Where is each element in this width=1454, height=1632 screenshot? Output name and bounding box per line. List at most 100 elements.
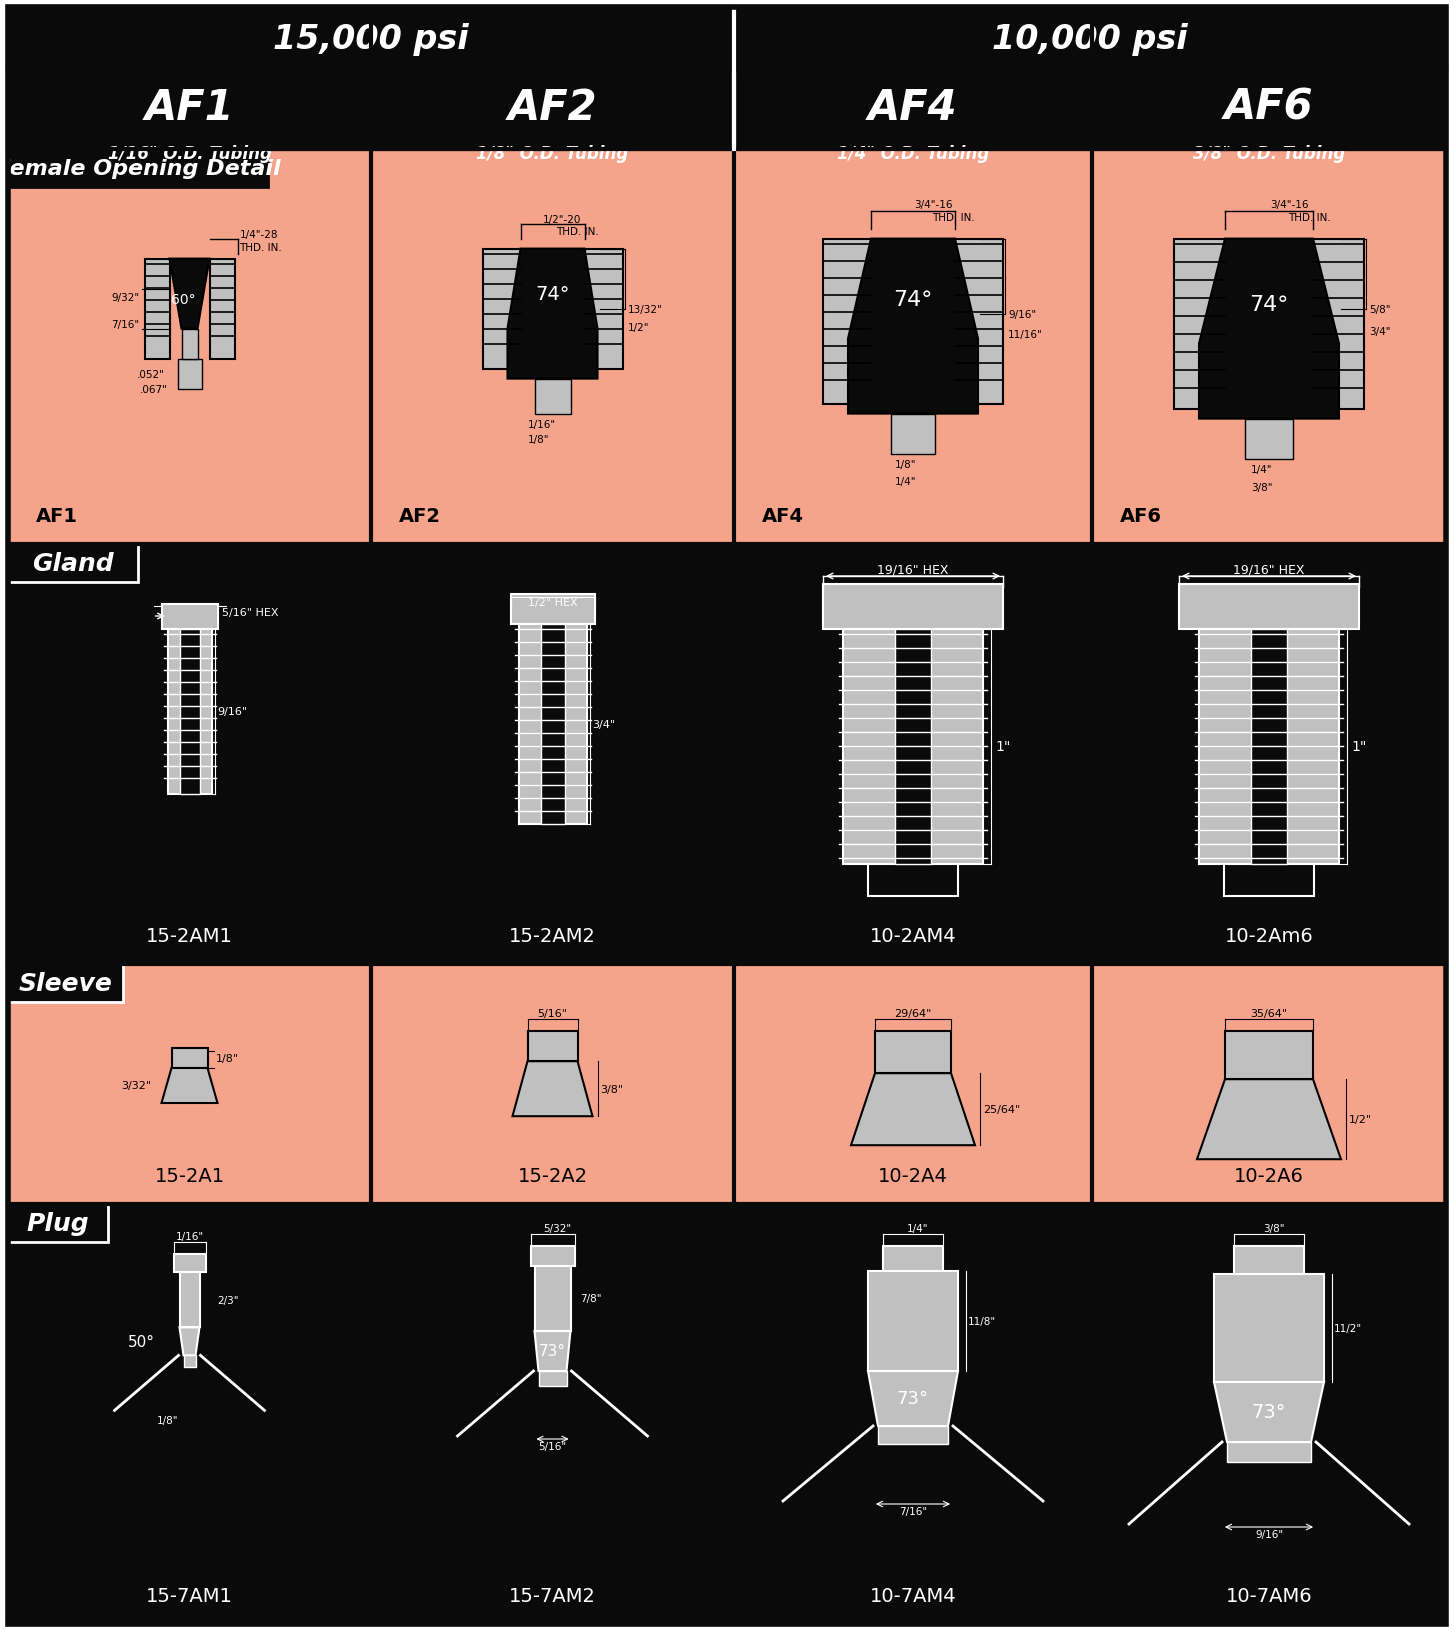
Text: THD. IN.: THD. IN. <box>240 243 282 253</box>
Bar <box>9 965 124 1002</box>
Text: 1/4"-28: 1/4"-28 <box>240 230 278 240</box>
Bar <box>1092 545 1445 965</box>
Polygon shape <box>868 1271 958 1371</box>
Polygon shape <box>179 630 199 795</box>
Text: 5/16" HEX: 5/16" HEX <box>221 607 278 617</box>
Polygon shape <box>1197 1079 1341 1159</box>
Text: 15-2A1: 15-2A1 <box>154 1167 224 1186</box>
Text: Female Opening Detail: Female Opening Detail <box>0 158 281 180</box>
Polygon shape <box>1234 1247 1304 1275</box>
Text: 15-7AM1: 15-7AM1 <box>145 1586 233 1606</box>
Polygon shape <box>144 259 170 359</box>
Polygon shape <box>209 259 234 359</box>
Text: 73°: 73° <box>539 1343 566 1359</box>
Text: 73°: 73° <box>1252 1402 1287 1421</box>
Polygon shape <box>483 250 521 369</box>
Text: 1/8": 1/8" <box>528 434 550 444</box>
Polygon shape <box>531 1247 574 1266</box>
Text: 13/32": 13/32" <box>628 305 662 315</box>
Text: 5/16": 5/16" <box>538 1009 567 1018</box>
Polygon shape <box>535 379 570 415</box>
Text: AF4: AF4 <box>868 86 958 129</box>
Text: 25/64": 25/64" <box>983 1105 1021 1115</box>
Polygon shape <box>1173 240 1226 410</box>
Polygon shape <box>955 240 1003 405</box>
Bar <box>371 545 734 965</box>
Bar <box>734 8 1445 72</box>
Text: 29/64": 29/64" <box>894 1009 932 1018</box>
Bar <box>9 72 371 150</box>
Text: 1/8": 1/8" <box>896 459 916 470</box>
Bar <box>371 150 734 545</box>
Bar <box>1092 72 1445 150</box>
Text: 1/2": 1/2" <box>628 323 648 333</box>
Text: 3/4": 3/4" <box>1370 326 1390 336</box>
Polygon shape <box>1200 240 1339 419</box>
Polygon shape <box>172 1048 208 1069</box>
Polygon shape <box>179 1273 199 1327</box>
Polygon shape <box>1224 865 1314 896</box>
Polygon shape <box>585 250 622 369</box>
Text: 10-2Am6: 10-2Am6 <box>1224 927 1313 947</box>
Text: 1": 1" <box>1351 739 1367 754</box>
Text: 73°: 73° <box>897 1390 929 1408</box>
Polygon shape <box>823 240 871 405</box>
Polygon shape <box>519 625 586 824</box>
Text: AF4: AF4 <box>762 508 804 526</box>
Bar <box>734 150 1092 545</box>
Text: AF1: AF1 <box>36 508 79 526</box>
Text: 1/8": 1/8" <box>215 1053 238 1064</box>
Text: 15-7AM2: 15-7AM2 <box>509 1586 596 1606</box>
Bar <box>9 1204 371 1624</box>
Text: Gland: Gland <box>32 552 113 576</box>
Polygon shape <box>868 1371 958 1426</box>
Text: 3/4"-16: 3/4"-16 <box>913 199 952 209</box>
Text: AF1: AF1 <box>145 86 234 129</box>
Text: AF2: AF2 <box>507 86 598 129</box>
Text: 9/16": 9/16" <box>1008 310 1037 320</box>
Polygon shape <box>883 1247 944 1271</box>
Text: 19/16" HEX: 19/16" HEX <box>1233 563 1304 576</box>
Polygon shape <box>878 1426 948 1444</box>
Polygon shape <box>173 1255 205 1273</box>
Polygon shape <box>823 584 1003 630</box>
Text: 1/4": 1/4" <box>907 1224 929 1234</box>
Text: 7/16": 7/16" <box>112 320 140 330</box>
Text: 7/16": 7/16" <box>899 1506 928 1516</box>
Text: 74°: 74° <box>1249 294 1288 315</box>
Polygon shape <box>1250 630 1287 865</box>
Text: 1/2" HEX: 1/2" HEX <box>528 597 577 607</box>
Text: Plug: Plug <box>26 1211 89 1235</box>
Polygon shape <box>848 240 979 415</box>
Polygon shape <box>177 359 202 390</box>
Text: AF6: AF6 <box>1120 508 1162 526</box>
Text: 5/16": 5/16" <box>538 1441 567 1451</box>
Text: 74°: 74° <box>893 289 932 310</box>
Text: AF2: AF2 <box>398 508 441 526</box>
Text: 9/32": 9/32" <box>112 292 140 302</box>
Polygon shape <box>1200 630 1339 865</box>
Polygon shape <box>167 630 211 795</box>
Text: 1/4" O.D. Tubing: 1/4" O.D. Tubing <box>838 145 989 163</box>
Text: 10-2A4: 10-2A4 <box>878 1167 948 1186</box>
Text: 60°: 60° <box>172 292 196 307</box>
Polygon shape <box>535 1332 570 1371</box>
Polygon shape <box>1245 419 1293 459</box>
Bar <box>9 965 371 1204</box>
Bar <box>9 545 371 965</box>
Text: 2/3": 2/3" <box>218 1296 238 1306</box>
Text: 9/16": 9/16" <box>1255 1529 1282 1539</box>
Bar <box>734 1204 1092 1624</box>
Text: 1/16": 1/16" <box>528 419 555 429</box>
Text: 15-2AM2: 15-2AM2 <box>509 927 596 947</box>
Text: 5/8": 5/8" <box>1370 305 1390 315</box>
Text: 35/64": 35/64" <box>1250 1009 1288 1018</box>
Polygon shape <box>851 1074 976 1146</box>
Text: 1/4": 1/4" <box>896 477 916 486</box>
Text: 1/8" O.D. Tubing: 1/8" O.D. Tubing <box>477 145 628 163</box>
Text: THD. IN.: THD. IN. <box>555 227 599 237</box>
Text: 1/4": 1/4" <box>1250 465 1272 475</box>
Text: 1": 1" <box>995 739 1011 754</box>
Text: 11/16": 11/16" <box>1008 330 1043 339</box>
Text: 15-2AM1: 15-2AM1 <box>145 927 233 947</box>
